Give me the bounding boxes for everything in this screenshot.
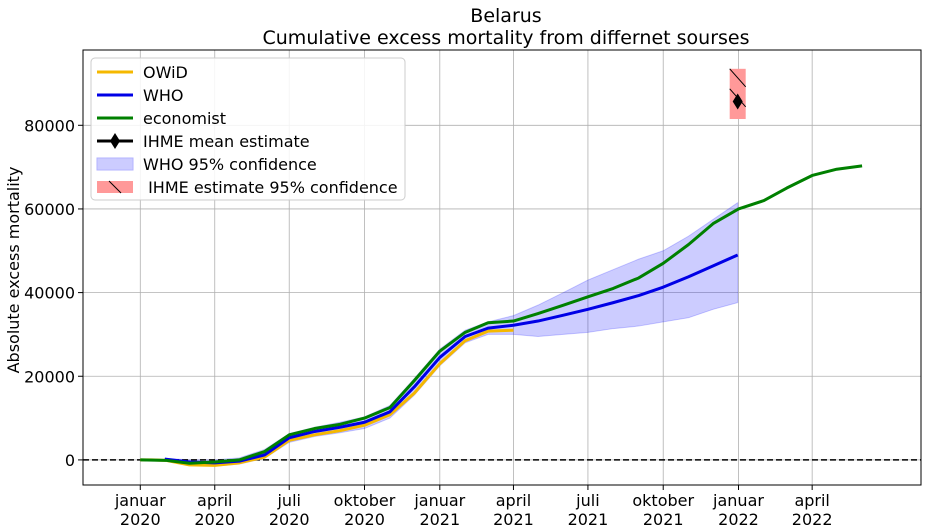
y-tick-label: 80000 xyxy=(24,116,75,135)
series-lines xyxy=(140,164,863,467)
series-line-who xyxy=(164,253,739,465)
x-tick-year: 2021 xyxy=(568,510,609,529)
legend-label: WHO xyxy=(143,86,183,105)
x-tick-label: januar xyxy=(712,491,764,510)
who-confidence-band xyxy=(164,201,739,467)
x-tick-label: januar xyxy=(114,491,166,510)
confidence-bands xyxy=(164,201,739,467)
legend-label: IHME mean estimate xyxy=(143,132,310,151)
y-tick-label: 0 xyxy=(65,451,75,470)
y-axis-ticks: 0 20000 40000 60000 80000 xyxy=(24,116,83,470)
legend-hatch-line xyxy=(108,180,122,194)
x-tick-label: juli xyxy=(575,491,599,510)
legend-swatch-patch xyxy=(96,157,134,171)
legend-label: economist xyxy=(143,109,226,128)
legend-label: IHME estimate 95% confidence xyxy=(143,178,398,197)
x-tick-label: april xyxy=(496,491,531,510)
x-tick-label: april xyxy=(794,491,829,510)
x-tick-year: 2021 xyxy=(493,510,534,529)
plot-frame xyxy=(82,49,922,486)
x-tick-label: juli xyxy=(276,491,300,510)
y-axis-label: Absolute excess mortality xyxy=(4,167,23,374)
legend-label: WHO 95% confidence xyxy=(143,155,317,174)
chart-subtitle: Cumulative excess mortality from differn… xyxy=(263,27,750,49)
legend: OWiD WHO economist IHME mean estimate WHO 95… xyxy=(90,57,406,201)
series-line-owid xyxy=(140,328,514,467)
legend-label: OWiD xyxy=(143,63,188,82)
x-tick-year: 2021 xyxy=(419,510,460,529)
x-tick-year: 2020 xyxy=(120,510,161,529)
y-tick-label: 40000 xyxy=(24,284,75,303)
x-tick-year: 2020 xyxy=(344,510,385,529)
x-tick-year: 2022 xyxy=(718,510,759,529)
legend-diamond-icon xyxy=(110,133,120,149)
ihme-hatch-line xyxy=(729,68,747,88)
x-tick-label: januar xyxy=(413,491,465,510)
series-line-economist xyxy=(140,164,863,465)
x-tick-year: 2020 xyxy=(194,510,235,529)
x-axis-ticks: januar2020april2020juli2020oktober2020ja… xyxy=(114,485,833,529)
y-tick-label: 20000 xyxy=(24,367,75,386)
x-tick-label: oktober xyxy=(632,491,694,510)
legend-box xyxy=(90,57,406,201)
x-tick-year: 2020 xyxy=(269,510,310,529)
ihme-mean-marker xyxy=(732,93,743,110)
x-tick-label: april xyxy=(197,491,232,510)
chart-title: Belarus xyxy=(470,5,541,27)
x-tick-label: oktober xyxy=(334,491,396,510)
ihme-estimate xyxy=(729,68,747,120)
x-tick-year: 2022 xyxy=(792,510,833,529)
y-tick-label: 60000 xyxy=(24,200,75,219)
x-tick-year: 2021 xyxy=(643,510,684,529)
